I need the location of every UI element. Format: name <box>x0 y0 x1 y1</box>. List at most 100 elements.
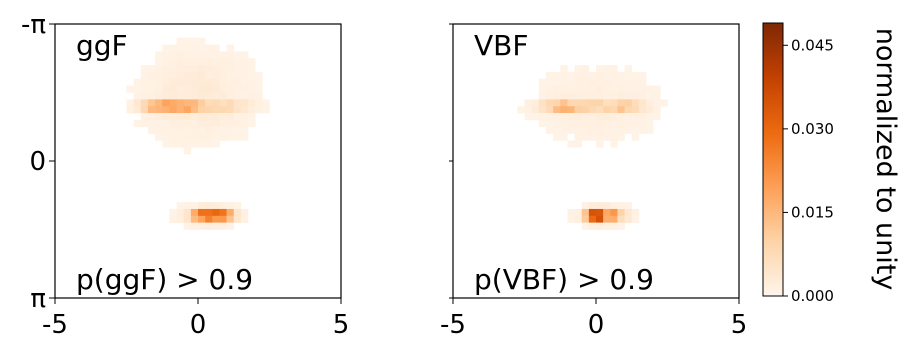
heatmap-cell <box>155 65 163 73</box>
heatmap-cell <box>581 133 590 141</box>
x-tick-label-neg-ggf: -5 <box>42 310 68 337</box>
heatmap-cell <box>517 106 525 114</box>
heatmap-cell <box>567 215 575 223</box>
heatmap-cell <box>233 58 242 66</box>
heatmap-cell <box>198 37 206 45</box>
heatmap-cell <box>205 126 213 134</box>
heatmap-cell <box>553 78 561 86</box>
heatmap-cell <box>190 222 199 230</box>
heatmap-cell <box>226 71 235 80</box>
heatmap-cell <box>610 99 618 107</box>
heatmap-cell <box>596 85 604 93</box>
heatmap-cell <box>212 99 220 107</box>
heatmap-cell <box>538 119 547 128</box>
heatmap-cell <box>198 85 206 93</box>
heatmap-cell <box>596 208 604 217</box>
heatmap-cell <box>140 113 149 121</box>
heatmap-cell <box>147 65 156 73</box>
heatmap-cell <box>140 71 149 80</box>
heatmap-cell <box>574 215 582 223</box>
heatmap-cell <box>588 202 597 210</box>
y-tick-label-top: -π <box>21 10 46 40</box>
heatmap-cell <box>660 99 668 107</box>
heatmap-cell <box>190 58 199 66</box>
heatmap-cell <box>233 126 242 134</box>
heatmap-cell <box>624 71 633 80</box>
heatmap-cell <box>240 99 249 107</box>
heatmap-cell <box>212 92 220 100</box>
heatmap-cell <box>603 202 611 210</box>
heatmap-cell <box>560 71 568 80</box>
heatmap-cell <box>176 106 184 114</box>
heatmap-cell <box>255 78 263 86</box>
heatmap-cell <box>631 71 640 80</box>
heatmap-cell <box>560 119 568 128</box>
heatmap-cell <box>531 106 540 114</box>
heatmap-cell <box>212 208 220 217</box>
heatmap-cell <box>212 140 220 148</box>
heatmap-cell <box>624 65 633 73</box>
heatmap-cell <box>198 78 206 86</box>
heatmap-cell <box>176 78 184 86</box>
heatmap-cell <box>248 71 256 80</box>
heatmap-cell <box>610 65 618 73</box>
heatmap-cell <box>219 106 227 114</box>
heatmap-cell <box>198 106 206 114</box>
heatmap-cell <box>581 92 590 100</box>
heatmap-cell <box>603 78 611 86</box>
heatmap-cell <box>240 126 249 134</box>
heatmap-cell <box>162 78 170 86</box>
heatmap-cell <box>603 222 611 230</box>
heatmap-cells-ggf <box>126 37 270 230</box>
heatmap-cell <box>560 78 568 86</box>
heatmap-cell <box>545 92 554 100</box>
heatmap-cell <box>140 99 149 107</box>
heatmap-cell <box>631 215 640 223</box>
heatmap-cell <box>588 92 597 100</box>
heatmap-cell <box>545 113 554 121</box>
heatmap-cell <box>581 119 590 128</box>
heatmap-cell <box>183 92 192 100</box>
heatmap-cell <box>560 92 568 100</box>
heatmap-cell <box>183 133 192 141</box>
heatmap-cell <box>176 44 184 52</box>
heatmap-cell <box>233 71 242 80</box>
heatmap-cell <box>212 65 220 73</box>
heatmap-cell <box>545 85 554 93</box>
heatmap-cell <box>638 78 647 86</box>
heatmap-cell <box>624 113 633 121</box>
heatmap-cell <box>183 106 192 114</box>
heatmap-cell <box>524 99 532 107</box>
heatmap-cell <box>155 51 163 59</box>
heatmap-cell <box>219 119 227 128</box>
heatmap-cell <box>248 92 256 100</box>
heatmap-cell <box>183 222 192 230</box>
heatmap-cell <box>240 106 249 114</box>
heatmap-cell <box>162 99 170 107</box>
x-tick-label-neg-vbf: -5 <box>440 310 466 337</box>
heatmap-cell <box>205 65 213 73</box>
heatmap-cell <box>538 106 547 114</box>
heatmap-cell <box>169 99 177 107</box>
heatmap-cell <box>198 65 206 73</box>
heatmap-cell <box>574 92 582 100</box>
heatmap-cell <box>176 71 184 80</box>
heatmap-cell <box>219 222 227 230</box>
heatmap-cell <box>198 208 206 217</box>
heatmap-cell <box>646 119 654 128</box>
heatmap-cell <box>140 78 149 86</box>
heatmap-cell <box>205 44 213 52</box>
heatmap-cell <box>553 133 561 141</box>
heatmap-cell <box>631 85 640 93</box>
heatmap-cell <box>183 147 192 155</box>
heatmap-cell <box>205 208 213 217</box>
heatmap-cell <box>588 85 597 93</box>
heatmap-cell <box>638 126 647 134</box>
heatmap-cell <box>176 119 184 128</box>
heatmap-cell <box>567 208 575 217</box>
heatmap-cell <box>631 78 640 86</box>
heatmap-cell <box>262 99 270 107</box>
heatmap-cell <box>653 106 661 114</box>
heatmap-cell <box>212 106 220 114</box>
heatmap-cell <box>617 202 625 210</box>
